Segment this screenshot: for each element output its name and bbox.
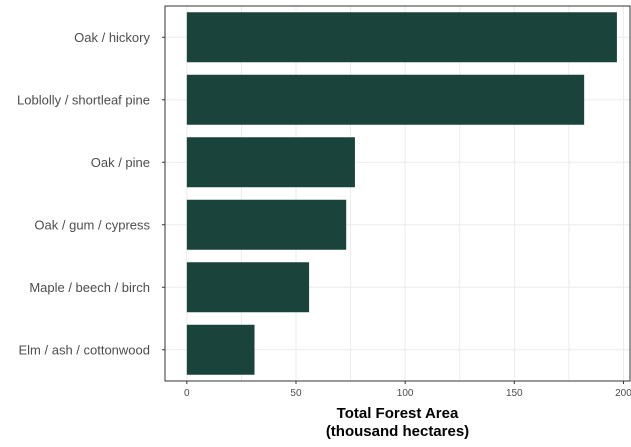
y-tick-label: Oak / gum / cypress — [34, 217, 150, 232]
y-tick-label: Loblolly / shortleaf pine — [17, 92, 150, 107]
y-tick-label: Elm / ash / cottonwood — [18, 342, 150, 357]
bar-oak-gum-cypress — [186, 199, 347, 250]
x-axis-title-line2: (thousand hectares) — [326, 423, 469, 440]
bar-oak-hickory — [186, 12, 617, 63]
bar-oak-pine — [186, 137, 355, 188]
x-tick-label: 200 — [615, 388, 631, 399]
y-tick-label: Oak / pine — [91, 155, 150, 170]
y-tick-label: Maple / beech / birch — [29, 280, 150, 295]
x-axis-title-line1: Total Forest Area — [337, 405, 459, 422]
x-tick-label: 100 — [397, 388, 414, 399]
x-tick-label: 0 — [184, 388, 190, 399]
bar-elm-ash-cottonwood — [186, 324, 255, 375]
bar-loblolly-shortleaf-pine — [186, 74, 585, 125]
x-axis-ticks: 0 50 100 150 200 — [184, 381, 631, 399]
bar-maple-beech-birch — [186, 262, 310, 313]
y-axis-labels: Oak / hickory Loblolly / shortleaf pine Oa… — [17, 30, 165, 357]
x-tick-label: 150 — [506, 388, 523, 399]
x-tick-label: 50 — [290, 388, 302, 399]
panel-border — [164, 5, 631, 382]
y-tick-label: Oak / hickory — [74, 30, 150, 45]
bars-layer — [186, 12, 617, 375]
